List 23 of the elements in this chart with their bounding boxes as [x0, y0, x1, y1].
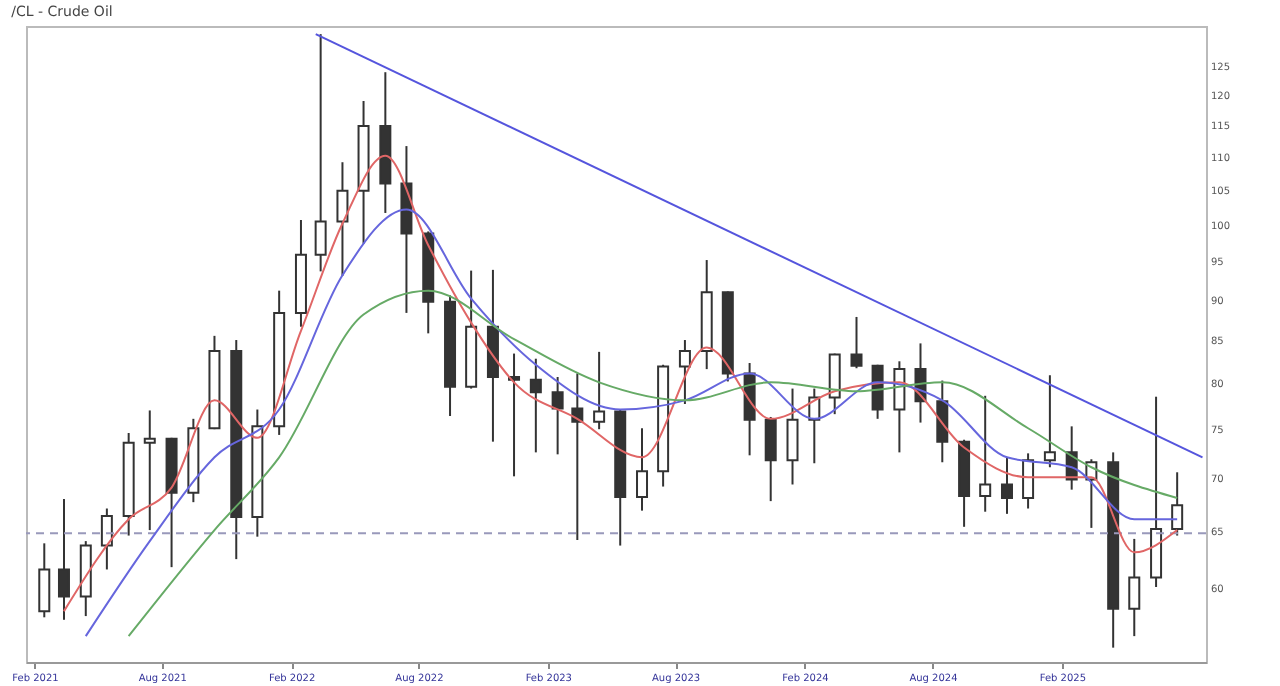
- candlestick: [38, 542, 51, 619]
- line-series: [127, 289, 1179, 638]
- candlestick: [764, 415, 777, 503]
- candlestick: [979, 394, 992, 513]
- candlestick: [678, 339, 691, 405]
- candlestick: [551, 376, 564, 456]
- candlestick: [1171, 471, 1184, 537]
- candlestick: [593, 350, 606, 431]
- candlestick: [529, 357, 542, 454]
- candlestick: [1022, 452, 1035, 510]
- candlestick: [786, 387, 799, 486]
- candlestick: [828, 352, 841, 416]
- candlestick: [143, 409, 156, 532]
- candlestick: [1128, 537, 1141, 638]
- candlestick: [1043, 374, 1056, 469]
- candlestick: [314, 33, 327, 273]
- candlestick: [850, 315, 863, 370]
- candlestick: [636, 427, 649, 512]
- candlestick: [57, 498, 70, 621]
- candlestick: [936, 379, 949, 464]
- candlestick: [100, 507, 113, 571]
- candlestick: [1000, 456, 1013, 515]
- candlestick: [336, 161, 349, 277]
